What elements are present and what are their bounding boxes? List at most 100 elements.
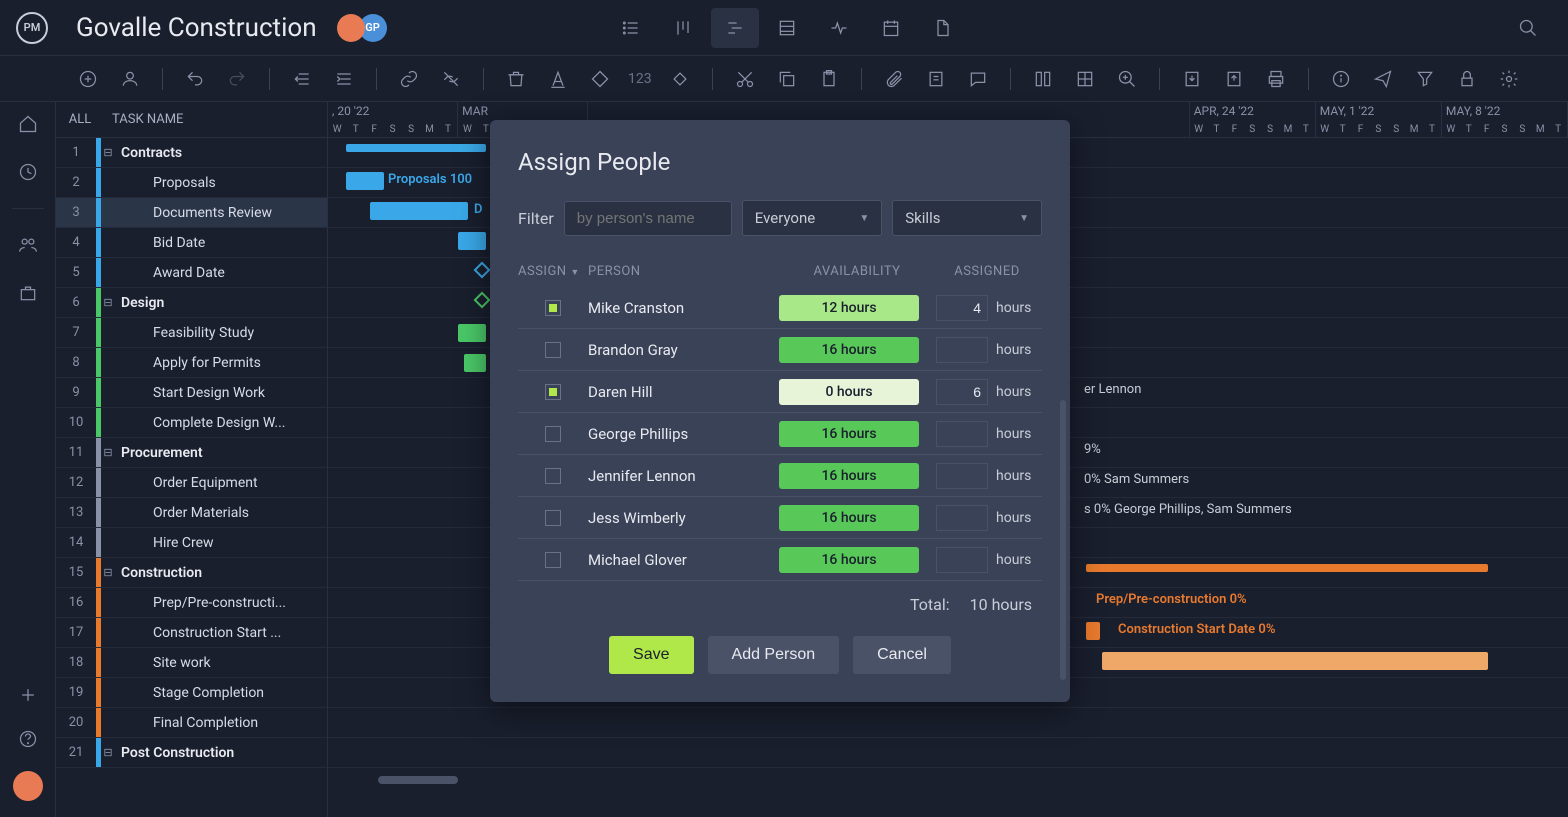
task-row[interactable]: 2 Proposals <box>56 168 327 198</box>
unlink-icon[interactable] <box>433 61 469 97</box>
assigned-hours-input[interactable] <box>936 505 988 531</box>
col-assigned[interactable]: ASSIGNED <box>932 264 1042 279</box>
task-row[interactable]: 21 ⊟ Post Construction <box>56 738 327 768</box>
view-file-icon[interactable] <box>919 8 967 48</box>
assign-checkbox[interactable] <box>545 426 561 442</box>
expand-icon[interactable]: ⊟ <box>101 146 115 159</box>
task-row[interactable]: 13 Order Materials <box>56 498 327 528</box>
task-row[interactable]: 8 Apply for Permits <box>56 348 327 378</box>
home-icon[interactable] <box>16 112 40 136</box>
column-task-name[interactable]: TASK NAME <box>104 112 327 127</box>
assign-checkbox[interactable] <box>545 384 561 400</box>
task-row[interactable]: 6 ⊟ Design <box>56 288 327 318</box>
gantt-bar[interactable] <box>1102 652 1488 670</box>
import-icon[interactable] <box>1174 61 1210 97</box>
gantt-bar[interactable] <box>346 144 486 152</box>
filter-icon[interactable] <box>1407 61 1443 97</box>
clock-icon[interactable] <box>16 160 40 184</box>
task-row[interactable]: 4 Bid Date <box>56 228 327 258</box>
view-sheet-icon[interactable] <box>763 8 811 48</box>
team-icon[interactable] <box>16 233 40 257</box>
assign-checkbox[interactable] <box>545 468 561 484</box>
horizontal-scrollbar[interactable] <box>378 776 458 784</box>
redo-icon[interactable] <box>219 61 255 97</box>
lock-icon[interactable] <box>1449 61 1485 97</box>
task-row[interactable]: 9 Start Design Work <box>56 378 327 408</box>
gantt-bar[interactable] <box>1086 622 1100 640</box>
plus-icon[interactable] <box>16 683 40 707</box>
columns-icon[interactable] <box>1025 61 1061 97</box>
settings-icon[interactable] <box>1491 61 1527 97</box>
person-icon[interactable] <box>112 61 148 97</box>
assign-checkbox[interactable] <box>545 552 561 568</box>
task-row[interactable]: 19 Stage Completion <box>56 678 327 708</box>
link-icon[interactable] <box>391 61 427 97</box>
filter-name-input[interactable] <box>564 201 732 236</box>
task-row[interactable]: 17 Construction Start ... <box>56 618 327 648</box>
gantt-bar[interactable] <box>346 172 384 190</box>
expand-icon[interactable]: ⊟ <box>101 296 115 309</box>
paste-icon[interactable] <box>811 61 847 97</box>
assigned-hours-input[interactable] <box>936 379 988 405</box>
milestone-diamond[interactable] <box>474 292 491 309</box>
add-person-button[interactable]: Add Person <box>708 636 840 674</box>
assigned-hours-input[interactable] <box>936 295 988 321</box>
assign-checkbox[interactable] <box>545 510 561 526</box>
task-row[interactable]: 7 Feasibility Study <box>56 318 327 348</box>
view-calendar-icon[interactable] <box>867 8 915 48</box>
gantt-bar[interactable] <box>458 232 486 250</box>
assigned-hours-input[interactable] <box>936 547 988 573</box>
undo-icon[interactable] <box>177 61 213 97</box>
gantt-bar[interactable] <box>458 324 486 342</box>
search-icon[interactable] <box>1504 8 1552 48</box>
info-icon[interactable] <box>1323 61 1359 97</box>
gantt-bar[interactable] <box>370 202 468 220</box>
task-row[interactable]: 10 Complete Design W... <box>56 408 327 438</box>
task-row[interactable]: 1 ⊟ Contracts <box>56 138 327 168</box>
filter-skills-select[interactable]: Skills▼ <box>892 200 1042 236</box>
gantt-bar[interactable] <box>1086 564 1488 572</box>
col-person[interactable]: PERSON <box>588 264 782 279</box>
zoom-icon[interactable] <box>1109 61 1145 97</box>
gantt-bar[interactable] <box>464 354 486 372</box>
view-list-icon[interactable] <box>607 8 655 48</box>
attach-icon[interactable] <box>876 61 912 97</box>
grid-icon[interactable] <box>1067 61 1103 97</box>
filter-group-select[interactable]: Everyone▼ <box>742 200 883 236</box>
task-row[interactable]: 5 Award Date <box>56 258 327 288</box>
task-row[interactable]: 11 ⊟ Procurement <box>56 438 327 468</box>
task-row[interactable]: 12 Order Equipment <box>56 468 327 498</box>
modal-scrollbar[interactable] <box>1060 400 1066 680</box>
tag-icon[interactable] <box>582 61 618 97</box>
col-assign[interactable]: ASSIGN ▼ <box>518 264 588 279</box>
export-icon[interactable] <box>1216 61 1252 97</box>
task-row[interactable]: 14 Hire Crew <box>56 528 327 558</box>
expand-icon[interactable]: ⊟ <box>101 566 115 579</box>
briefcase-icon[interactable] <box>16 281 40 305</box>
assign-checkbox[interactable] <box>545 342 561 358</box>
view-activity-icon[interactable] <box>815 8 863 48</box>
help-icon[interactable] <box>16 727 40 751</box>
outdent-icon[interactable] <box>284 61 320 97</box>
app-logo[interactable]: PM <box>16 12 48 44</box>
task-row[interactable]: 20 Final Completion <box>56 708 327 738</box>
diamond-icon[interactable] <box>662 61 698 97</box>
assigned-hours-input[interactable] <box>936 337 988 363</box>
assigned-hours-input[interactable] <box>936 421 988 447</box>
avatar-group[interactable]: GP <box>337 14 387 42</box>
send-icon[interactable] <box>1365 61 1401 97</box>
avatar-1[interactable] <box>337 14 365 42</box>
print-icon[interactable] <box>1258 61 1294 97</box>
assigned-hours-input[interactable] <box>936 463 988 489</box>
task-row[interactable]: 15 ⊟ Construction <box>56 558 327 588</box>
cut-icon[interactable] <box>727 61 763 97</box>
copy-icon[interactable] <box>769 61 805 97</box>
trash-icon[interactable] <box>498 61 534 97</box>
task-row[interactable]: 16 Prep/Pre-constructi... <box>56 588 327 618</box>
indent-icon[interactable] <box>326 61 362 97</box>
add-icon[interactable] <box>70 61 106 97</box>
user-avatar-icon[interactable] <box>13 771 43 801</box>
column-all[interactable]: ALL <box>56 112 104 127</box>
col-availability[interactable]: AVAILABILITY <box>782 264 932 279</box>
note-icon[interactable] <box>918 61 954 97</box>
